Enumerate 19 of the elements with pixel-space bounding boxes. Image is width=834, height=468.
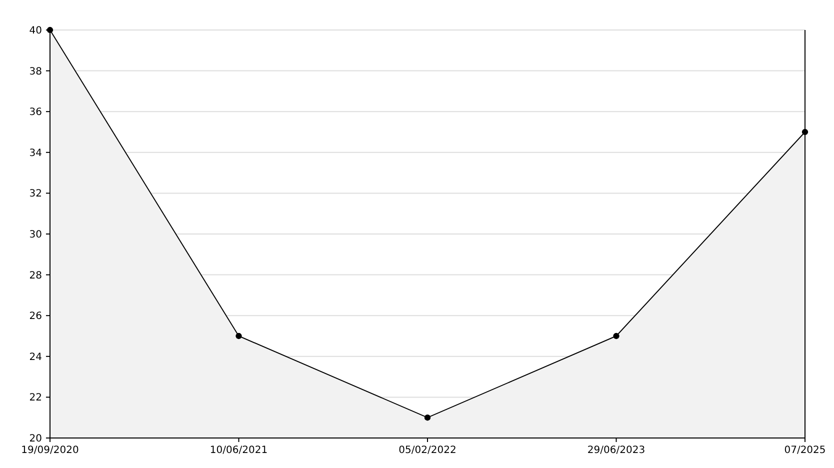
x-tick-label: 19/09/2020 xyxy=(21,445,79,456)
y-tick-label: 32 xyxy=(29,188,42,200)
y-tick-label: 36 xyxy=(29,107,42,118)
y-tick-label: 22 xyxy=(29,392,42,404)
y-tick-label: 26 xyxy=(29,311,42,322)
point xyxy=(613,332,620,340)
point xyxy=(424,414,431,421)
y-tick-label: 38 xyxy=(29,66,42,78)
y-tick-label: 34 xyxy=(29,148,42,159)
x-tick-label: 05/02/2022 xyxy=(398,445,456,456)
y-tick-label: 40 xyxy=(29,26,42,36)
x-tick-label: 29/06/2023 xyxy=(587,445,646,456)
y-tick-label: 30 xyxy=(29,230,42,240)
y-tick-label: 24 xyxy=(29,352,42,363)
x-tick-label: 10/06/2021 xyxy=(210,445,268,456)
y-tick-label: 20 xyxy=(29,434,42,444)
y-tick-label: 28 xyxy=(29,270,42,282)
x-tick-label: 07/2025 xyxy=(784,445,826,456)
point xyxy=(236,332,242,340)
